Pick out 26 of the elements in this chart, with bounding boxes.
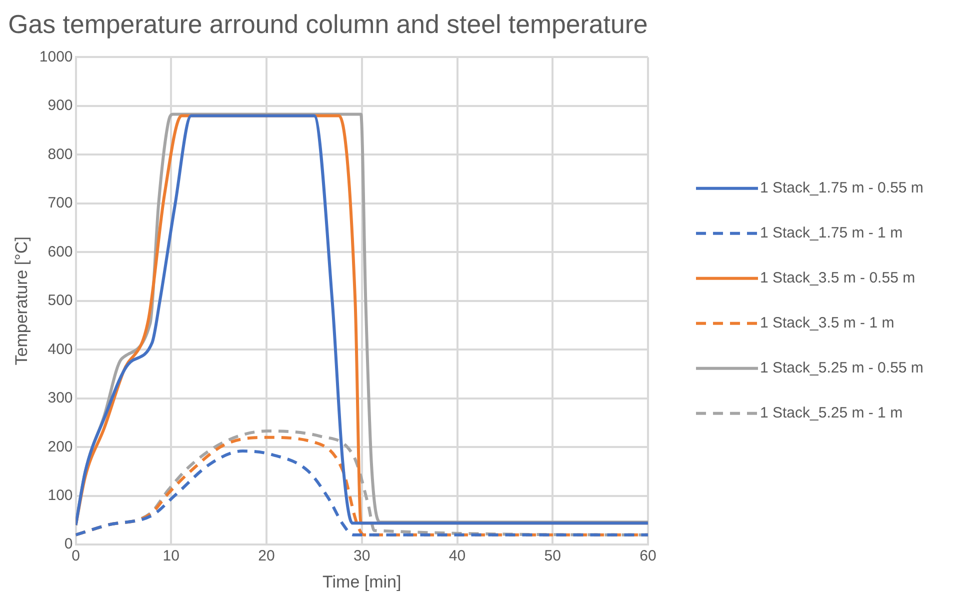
y-tick-label: 500	[48, 292, 73, 310]
legend-label: 1 Stack_1.75 m - 0.55 m	[760, 180, 924, 197]
x-tick-label: 30	[354, 548, 370, 565]
legend-label: 1 Stack_5.25 m - 0.55 m	[760, 360, 924, 377]
legend-label: 1 Stack_3.5 m - 0.55 m	[760, 270, 916, 287]
y-tick-label: 900	[48, 97, 73, 114]
y-tick-label: 300	[48, 390, 73, 407]
x-tick-label: 60	[640, 548, 656, 565]
chart-title: Gas temperature arround column and steel temperature	[8, 10, 648, 39]
y-tick-label: 200	[48, 438, 73, 456]
x-tick-label: 40	[448, 548, 466, 565]
legend-label: 1 Stack_5.25 m - 1 m	[760, 404, 903, 422]
y-tick-label: 800	[48, 146, 73, 163]
x-axis-title: Time [min]	[322, 572, 402, 592]
y-tick-label: 0	[64, 536, 73, 553]
x-tick-label: 50	[544, 548, 561, 565]
y-tick-label: 400	[48, 340, 73, 358]
y-tick-label: 700	[48, 194, 73, 212]
y-axis-title: Temperature [°C]	[12, 236, 31, 366]
y-tick-label: 600	[48, 243, 73, 260]
x-tick-label: 20	[258, 548, 275, 565]
legend-label: 1 Stack_1.75 m - 1 m	[760, 224, 903, 242]
y-tick-label: 100	[48, 487, 73, 504]
y-tick-label: 1000	[39, 48, 73, 66]
legend-label: 1 Stack_3.5 m - 1 m	[760, 314, 894, 332]
x-tick-label: 10	[162, 548, 180, 565]
